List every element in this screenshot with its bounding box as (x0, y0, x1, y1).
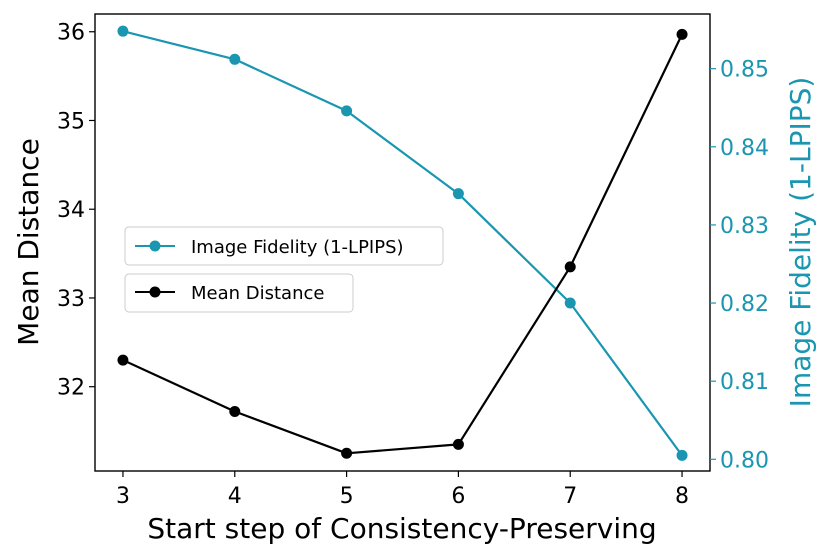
right-tick-label: 0.84 (720, 136, 769, 161)
legend-mean-distance-box (124, 273, 354, 313)
legend-mean-distance: Mean Distance (124, 273, 354, 313)
data-point-mean-distance (341, 447, 353, 459)
data-point-fidelity (229, 53, 241, 65)
legend-fidelity-marker (149, 240, 161, 252)
legend-fidelity: Image Fidelity (1-LPIPS) (124, 226, 444, 266)
data-point-mean-distance (229, 406, 241, 418)
right-axis-title: Image Fidelity (1-LPIPS) (784, 77, 817, 408)
right-tick-label: 0.85 (720, 58, 769, 83)
left-tick-label: 36 (57, 21, 85, 46)
x-axis-title: Start step of Consistency-Preserving (147, 512, 656, 545)
data-point-fidelity (117, 25, 129, 37)
right-tick-label: 0.82 (720, 292, 769, 317)
left-axis-title: Mean Distance (12, 138, 45, 346)
legend-mean-distance-label: Mean Distance (191, 283, 324, 304)
data-point-fidelity (564, 297, 576, 309)
plot-frame (94, 13, 711, 472)
data-point-mean-distance (676, 28, 688, 40)
right-tick-label: 0.83 (720, 214, 769, 239)
series-layer (117, 25, 688, 461)
x-tick-label: 3 (116, 484, 130, 509)
left-axis-ticks: 32 33 34 35 36 (57, 21, 95, 401)
x-axis-ticks: 3 4 5 6 7 8 (116, 471, 689, 509)
series-line-fidelity (122, 30, 683, 457)
left-tick-label: 34 (57, 198, 85, 223)
left-tick-label: 32 (57, 376, 85, 401)
legend-fidelity-box (124, 226, 444, 266)
x-tick-label: 7 (563, 484, 577, 509)
data-point-mean-distance (564, 261, 576, 273)
data-point-fidelity (676, 449, 688, 461)
left-tick-label: 33 (57, 287, 85, 312)
right-tick-label: 0.80 (720, 448, 769, 473)
right-tick-label: 0.81 (720, 370, 769, 395)
x-tick-label: 5 (340, 484, 354, 509)
data-point-fidelity (341, 105, 353, 117)
x-tick-label: 4 (228, 484, 242, 509)
right-axis-ticks: 0.80 0.81 0.82 0.83 0.84 0.85 (710, 58, 769, 473)
series-line-mean-distance (122, 33, 683, 455)
data-point-mean-distance (452, 438, 464, 450)
data-point-fidelity (452, 188, 464, 200)
left-tick-label: 35 (57, 109, 85, 134)
legend-mean-distance-marker (149, 286, 161, 298)
data-point-mean-distance (117, 354, 129, 366)
x-tick-label: 8 (675, 484, 689, 509)
legend-fidelity-label: Image Fidelity (1-LPIPS) (191, 237, 404, 258)
x-tick-label: 6 (451, 484, 465, 509)
